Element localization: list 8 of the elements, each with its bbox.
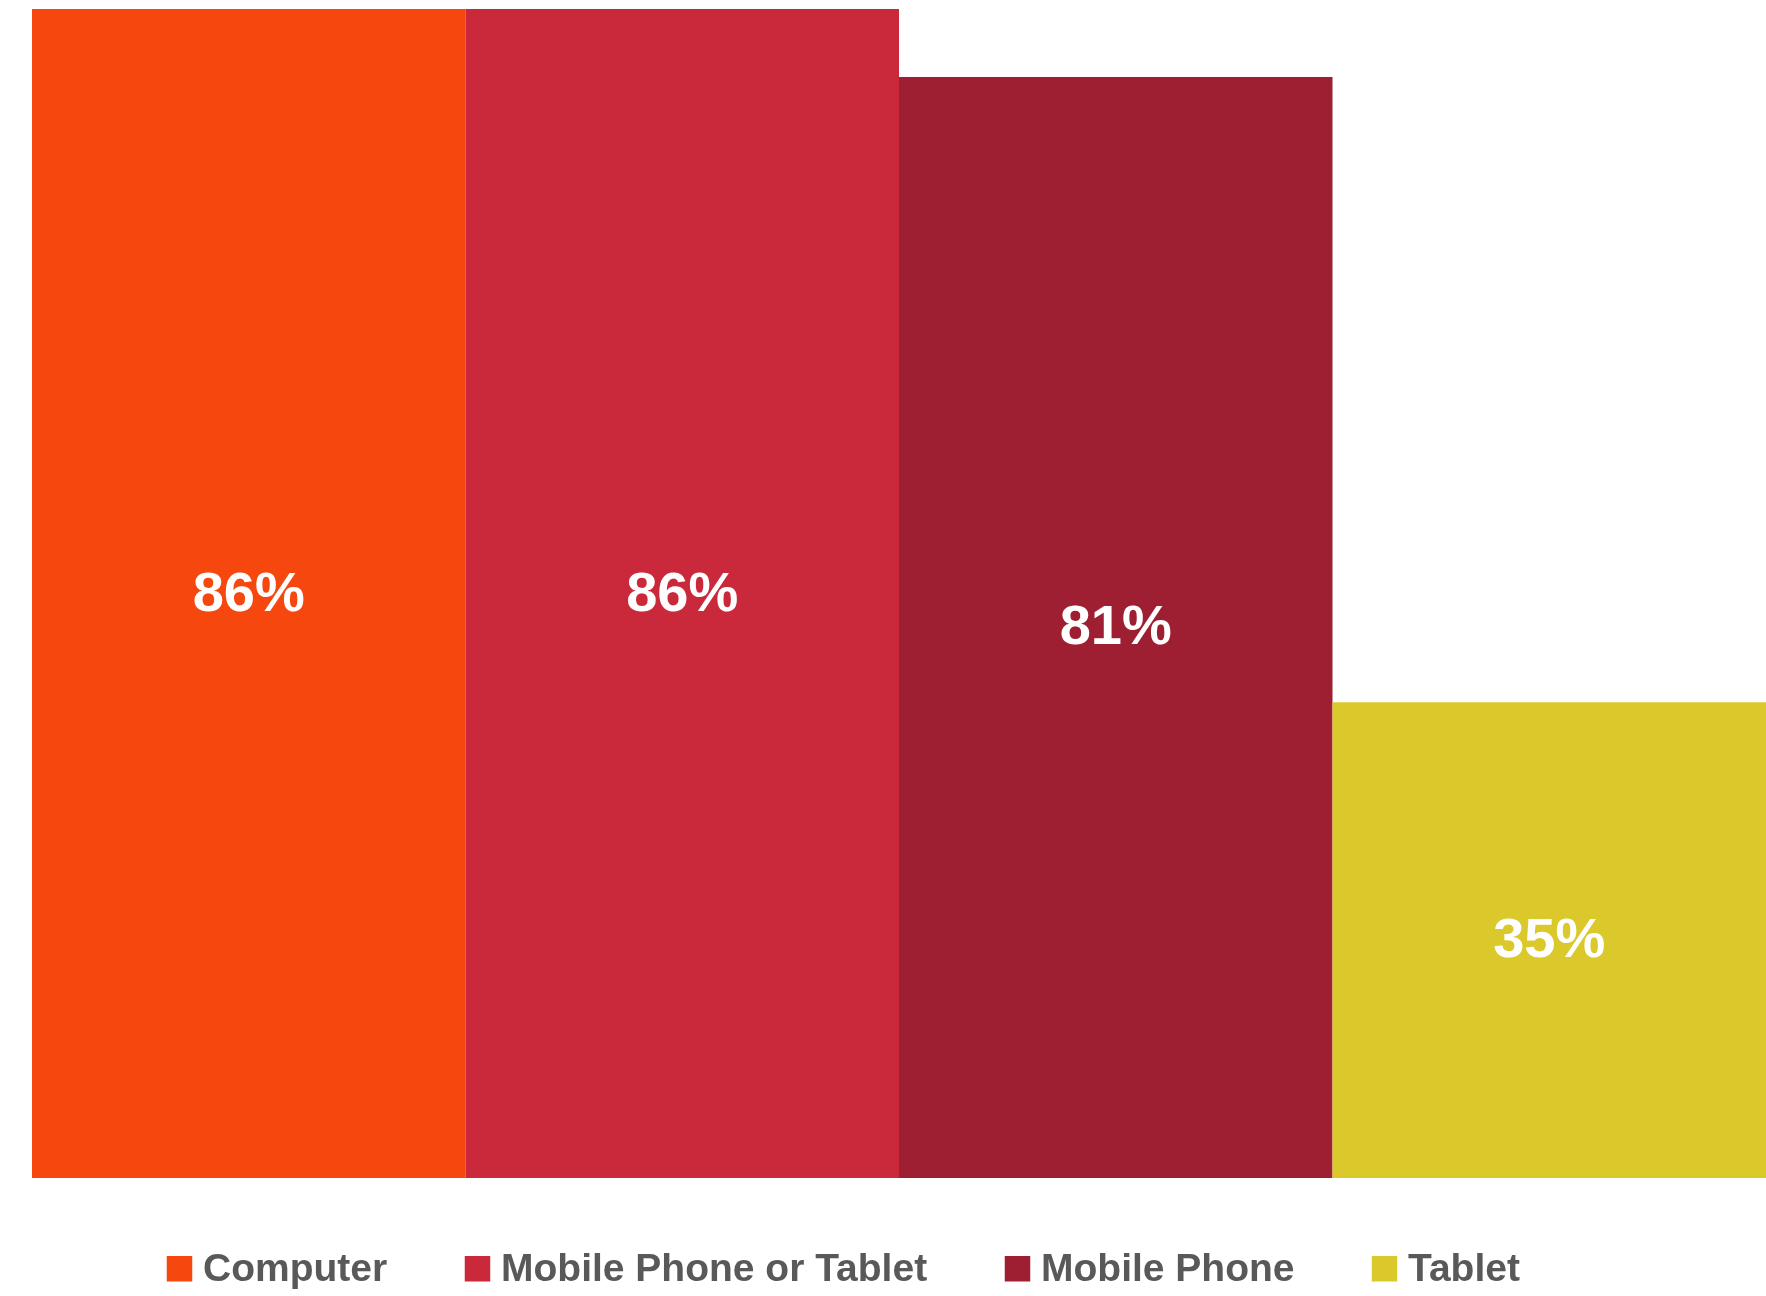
legend-label: Mobile Phone <box>1041 1245 1295 1289</box>
legend-label: Mobile Phone or Tablet <box>501 1245 928 1289</box>
data-label: 86% <box>192 559 305 623</box>
data-label: 86% <box>626 559 739 623</box>
data-label: 81% <box>1059 593 1172 657</box>
legend-label: Computer <box>203 1245 388 1289</box>
legend-label: Tablet <box>1408 1245 1520 1289</box>
data-label: 35% <box>1493 906 1606 970</box>
